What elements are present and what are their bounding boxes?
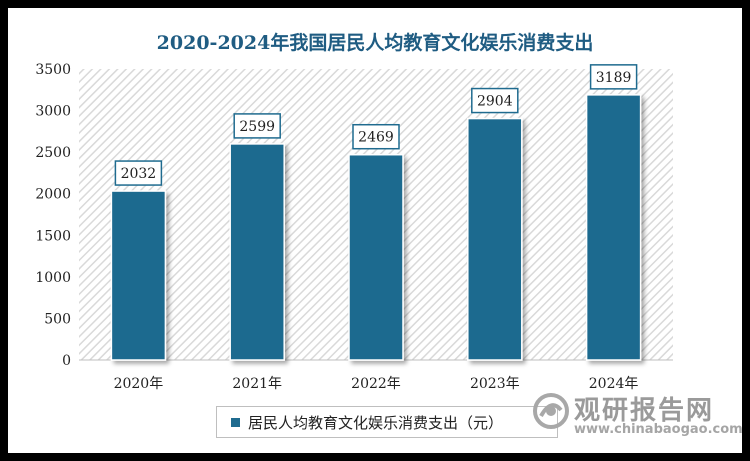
y-axis: 0 500 1000 1500 2000 2500 3000 3500: [35, 62, 71, 369]
data-label-box: [114, 160, 163, 186]
legend-swatch: [231, 417, 240, 427]
x-axis: 2020年 2021年 2022年 2023年 2024年: [114, 376, 639, 392]
data-label-box: [233, 113, 281, 139]
x-tick-label: 2024年: [589, 376, 639, 392]
bar: [229, 143, 285, 361]
legend-label: 居民人均教育文化娱乐消费支出（元）: [248, 413, 504, 432]
x-tick-label: 2020年: [114, 376, 164, 392]
y-tick-label: 1000: [35, 270, 71, 286]
bar: [467, 117, 523, 361]
chart-frame: 2020-2024年我国居民人均教育文化娱乐消费支出 0 500 1000 1500 2…: [8, 8, 742, 453]
data-label-box: [352, 123, 400, 150]
x-tick-label: 2021年: [232, 376, 282, 392]
data-label: 2904: [477, 94, 513, 110]
chart-title: 2020-2024年我国居民人均教育文化娱乐消费支出: [156, 32, 594, 54]
data-label-box: [589, 64, 638, 90]
y-tick-label: 3000: [35, 104, 71, 120]
bar-chart: 0 500 1000 1500 2000 2500 3000 3500 2032 2599 246…: [35, 62, 673, 392]
data-label: 2032: [121, 166, 157, 182]
bar: [585, 94, 642, 361]
data-label: 3189: [596, 70, 632, 86]
data-label: 2599: [239, 119, 275, 135]
y-tick-label: 3500: [35, 62, 71, 78]
y-tick-label: 1500: [35, 228, 71, 244]
x-tick-label: 2022年: [351, 376, 401, 392]
watermark: 观研报告网 www.chinabaogao.com: [528, 390, 742, 442]
x-tick-label: 2023年: [470, 376, 520, 392]
y-tick-label: 2000: [35, 187, 71, 203]
y-tick-label: 2500: [35, 145, 71, 161]
chinabaogao-logo-icon: [533, 393, 569, 429]
bar: [348, 153, 404, 361]
watermark-url: www.chinabaogao.com: [574, 422, 742, 437]
bars: [110, 94, 642, 361]
watermark-name: 观研报告网: [574, 396, 715, 426]
y-tick-label: 0: [62, 353, 71, 369]
y-tick-label: 500: [44, 311, 71, 327]
data-label: 2469: [358, 130, 394, 146]
data-labels: 2032 2599 2469 2904 3189: [114, 64, 638, 186]
data-label-box: [471, 87, 519, 114]
bar: [110, 190, 167, 361]
legend: 居民人均教育文化娱乐消费支出（元）: [216, 406, 558, 438]
